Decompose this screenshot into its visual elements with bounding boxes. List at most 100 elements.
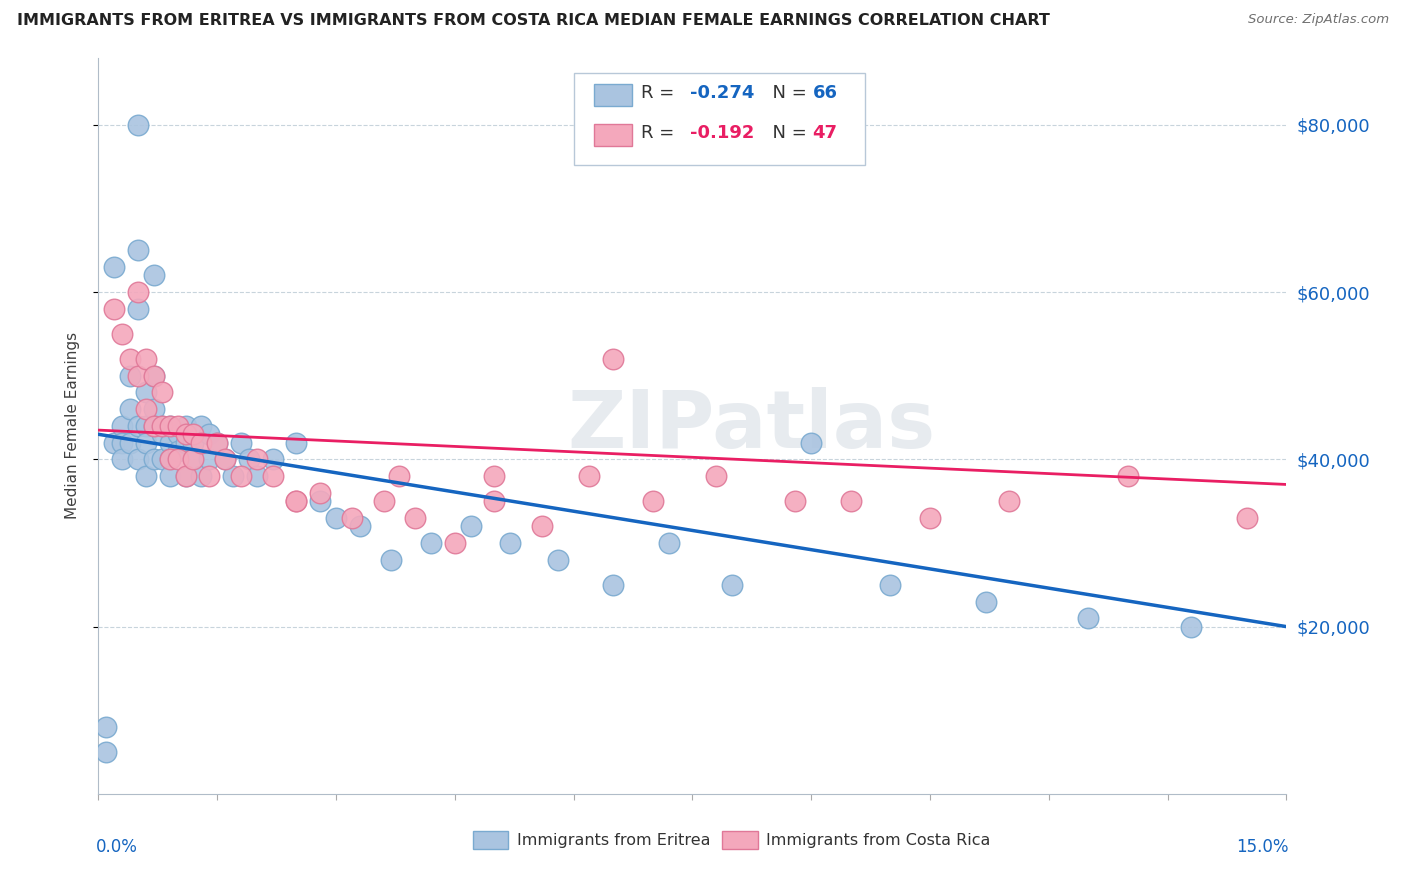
Point (96, 720, 118, 734)
Point (135, 351, 157, 366)
Point (111, 326, 134, 341)
Point (309, 494, 332, 508)
Point (484, 469, 506, 483)
Point (262, 452, 284, 467)
Point (222, 469, 245, 483)
Point (198, 469, 221, 483)
Point (1116, 469, 1139, 483)
Text: Immigrants from Costa Rica: Immigrants from Costa Rica (766, 833, 990, 847)
Point (142, 268, 165, 283)
Point (238, 452, 260, 467)
Point (704, 469, 727, 483)
Point (166, 419, 188, 434)
Point (214, 452, 236, 467)
FancyBboxPatch shape (593, 124, 631, 146)
Point (103, 435, 125, 450)
Text: N =: N = (762, 84, 813, 102)
Point (111, 435, 134, 450)
Point (174, 469, 197, 483)
Point (150, 385, 173, 400)
Text: 15.0%: 15.0% (1236, 838, 1289, 856)
Point (142, 368, 165, 383)
Point (229, 435, 252, 450)
Point (103, 301, 125, 316)
Point (839, 494, 862, 508)
Text: IMMIGRANTS FROM ERITREA VS IMMIGRANTS FROM COSTA RICA MEDIAN FEMALE EARNINGS COR: IMMIGRANTS FROM ERITREA VS IMMIGRANTS FR… (17, 13, 1050, 29)
Point (879, 578, 901, 592)
Point (246, 452, 269, 467)
Point (111, 452, 134, 467)
Text: Source: ZipAtlas.com: Source: ZipAtlas.com (1249, 13, 1389, 27)
Point (142, 419, 165, 434)
Point (349, 519, 371, 533)
Point (340, 511, 363, 525)
Point (578, 469, 600, 483)
Point (120, 435, 142, 450)
Point (380, 552, 402, 567)
Point (285, 494, 308, 508)
Point (183, 427, 205, 442)
Point (166, 444, 188, 458)
Point (325, 511, 347, 525)
Text: 66: 66 (813, 84, 838, 102)
Point (135, 469, 157, 483)
Point (127, 285, 149, 300)
Point (135, 419, 157, 434)
Point (499, 536, 522, 550)
Point (127, 118, 149, 132)
Point (103, 260, 125, 274)
Point (721, 578, 744, 592)
Point (285, 435, 308, 450)
Point (174, 419, 197, 434)
Point (484, 494, 506, 508)
Point (135, 435, 157, 450)
Point (111, 419, 134, 434)
Point (127, 244, 149, 258)
Point (198, 452, 221, 467)
Point (974, 594, 997, 608)
Text: N =: N = (762, 124, 813, 142)
Point (127, 301, 149, 316)
Point (135, 385, 157, 400)
Point (602, 578, 624, 592)
Text: -0.192: -0.192 (690, 124, 755, 142)
Text: R =: R = (641, 84, 681, 102)
Point (641, 494, 664, 508)
Text: Immigrants from Eritrea: Immigrants from Eritrea (516, 833, 710, 847)
Text: R =: R = (641, 124, 681, 142)
Point (190, 419, 212, 434)
Text: -0.274: -0.274 (690, 84, 755, 102)
Point (404, 511, 426, 525)
Point (127, 452, 149, 467)
Text: 47: 47 (813, 124, 838, 142)
FancyBboxPatch shape (723, 830, 758, 849)
Point (150, 419, 173, 434)
Point (1236, 511, 1258, 525)
Point (229, 469, 252, 483)
Point (142, 368, 165, 383)
Point (183, 435, 205, 450)
Point (142, 419, 165, 434)
Point (800, 435, 823, 450)
Text: 0.0%: 0.0% (96, 838, 138, 856)
Point (205, 435, 228, 450)
FancyBboxPatch shape (593, 84, 631, 106)
FancyBboxPatch shape (574, 72, 865, 165)
Point (785, 494, 807, 508)
Point (174, 435, 197, 450)
Point (547, 552, 569, 567)
Point (120, 402, 142, 417)
Point (285, 494, 308, 508)
Point (214, 452, 236, 467)
Point (159, 435, 181, 450)
Point (262, 469, 284, 483)
FancyBboxPatch shape (472, 830, 509, 849)
Point (388, 469, 411, 483)
Point (658, 536, 681, 550)
Point (127, 368, 149, 383)
Point (530, 519, 553, 533)
Point (190, 469, 212, 483)
Point (1180, 619, 1202, 633)
Point (120, 368, 142, 383)
Point (444, 536, 467, 550)
